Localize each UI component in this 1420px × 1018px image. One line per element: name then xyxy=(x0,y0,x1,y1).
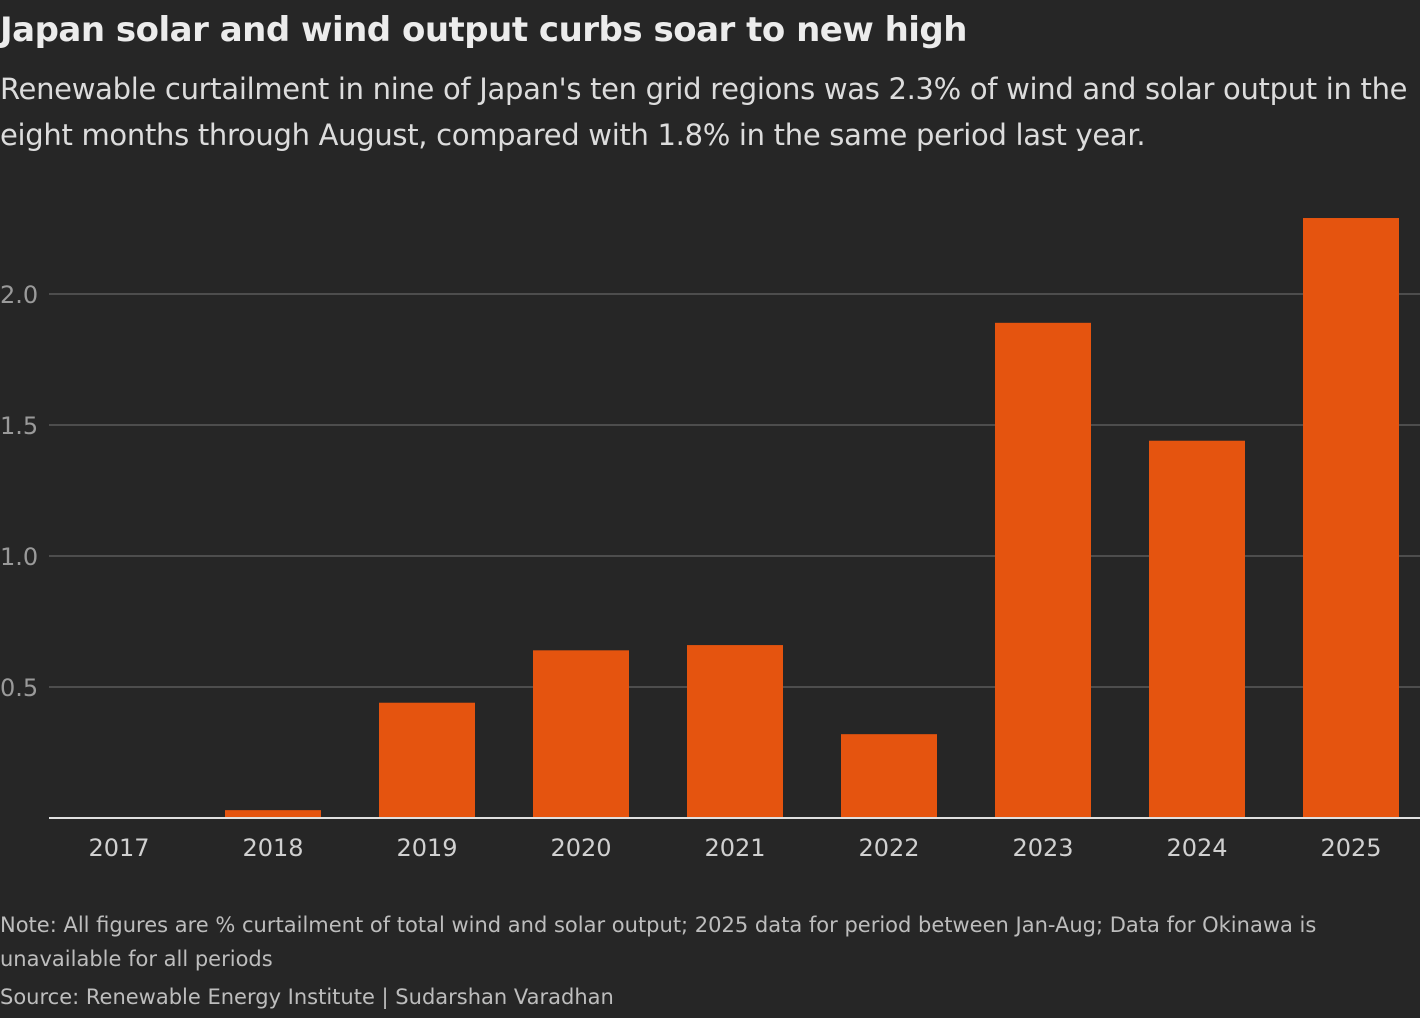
x-tick-label: 2019 xyxy=(396,834,457,862)
x-tick-label: 2022 xyxy=(858,834,919,862)
y-tick-label: 1.5 xyxy=(0,412,38,440)
x-tick-label: 2020 xyxy=(550,834,611,862)
bar-2023 xyxy=(995,322,1091,818)
x-tick-label: 2025 xyxy=(1320,834,1381,862)
x-tick-label: 2021 xyxy=(704,834,765,862)
bar-2025 xyxy=(1303,218,1399,818)
bar-2018 xyxy=(225,810,321,818)
chart-title: Japan solar and wind output curbs soar t… xyxy=(0,10,967,50)
y-tick-label: 2.0 xyxy=(0,281,38,309)
chart-source: Source: Renewable Energy Institute | Sud… xyxy=(0,985,614,1009)
y-tick-label: 0.5 xyxy=(0,674,38,702)
bar-2021 xyxy=(687,645,783,818)
x-tick-label: 2024 xyxy=(1166,834,1227,862)
x-tick-label: 2023 xyxy=(1012,834,1073,862)
bar-2024 xyxy=(1149,440,1245,818)
chart-note: Note: All figures are % curtailment of t… xyxy=(0,913,1317,971)
bar-2020 xyxy=(533,650,629,818)
x-tick-label: 2017 xyxy=(88,834,149,862)
y-tick-label: 1.0 xyxy=(0,543,38,571)
bar-2022 xyxy=(841,734,937,818)
chart-subtitle: Renewable curtailment in nine of Japan's… xyxy=(0,72,1408,152)
x-tick-label: 2018 xyxy=(242,834,303,862)
bar-2019 xyxy=(379,702,475,818)
